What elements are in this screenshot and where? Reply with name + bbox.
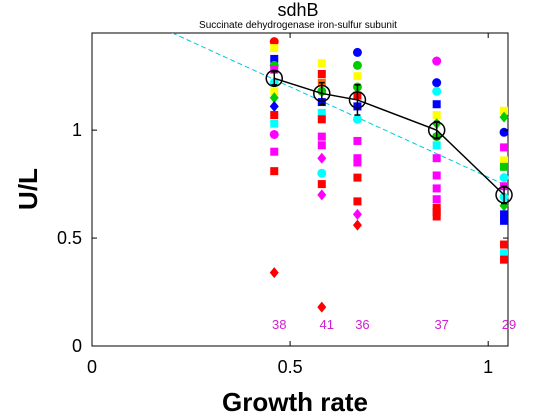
x-tick-label: 0 [87, 357, 97, 377]
sample-count-label: 29 [502, 317, 516, 332]
data-point-square [432, 184, 441, 193]
plot-frame [91, 32, 509, 347]
data-point-square [270, 119, 279, 128]
data-point-circle [317, 168, 327, 178]
sample-count-label: 41 [320, 317, 334, 332]
data-point-square [353, 197, 362, 206]
data-point-square [317, 132, 326, 141]
x-axis-ticks: 0 0.5 1 [87, 33, 493, 377]
y-tick-label: 0.5 [57, 228, 82, 248]
data-point-square [432, 111, 441, 120]
data-point-square [270, 87, 279, 96]
data-point-square [270, 44, 279, 53]
data-point-diamond [317, 189, 327, 201]
data-point-square [500, 106, 509, 115]
data-point-square [432, 208, 441, 217]
data-point-square [500, 162, 509, 171]
x-tick-label: 1 [483, 357, 493, 377]
data-point-square [500, 255, 509, 264]
mean-marker [427, 121, 446, 139]
data-point-square [432, 100, 441, 109]
data-point-circle [269, 37, 279, 47]
data-point-square [317, 59, 326, 68]
y-tick-label: 0 [72, 336, 82, 356]
data-point-square [317, 180, 326, 189]
data-point-circle [432, 86, 442, 96]
data-point-diamond [352, 208, 362, 220]
chart-subtitle: Succinate dehydrogenase iron-sulfur subu… [199, 20, 397, 31]
data-point-square [317, 115, 326, 124]
mean-marker [495, 186, 513, 204]
data-point-circle [269, 129, 279, 139]
data-point-square [432, 203, 441, 212]
data-point-square [353, 72, 362, 81]
data-point-square [432, 154, 441, 163]
y-axis-label: U/L [13, 168, 43, 210]
data-point-square [500, 249, 509, 258]
data-point-square [432, 171, 441, 180]
data-point-diamond [269, 92, 279, 104]
data-point-diamond [317, 152, 327, 164]
data-point-square [500, 143, 509, 152]
data-point-square [353, 158, 362, 167]
data-point-circle [432, 56, 442, 66]
data-point-square [500, 216, 509, 225]
data-point-circle [352, 114, 362, 124]
data-point-circle [352, 60, 362, 70]
mean-line-layer [265, 69, 513, 205]
sample-count-label: 37 [434, 317, 448, 332]
y-tick-label: 1 [72, 120, 82, 140]
data-point-square [270, 147, 279, 156]
data-point-square [432, 141, 441, 150]
x-axis-label: Growth rate [222, 387, 368, 417]
fit-line-layer [171, 33, 508, 187]
data-point-square [353, 154, 362, 163]
sample-count-label: 38 [272, 317, 286, 332]
y-axis-ticks: 00.51 [57, 120, 508, 356]
data-point-diamond [269, 100, 279, 112]
data-point-square [270, 111, 279, 120]
data-point-circle [499, 173, 509, 183]
data-point-square [500, 240, 509, 249]
data-point-square [317, 141, 326, 150]
fit-line [171, 33, 508, 187]
sample-count-label: 36 [355, 317, 369, 332]
data-point-square [353, 173, 362, 182]
data-point-square [317, 70, 326, 79]
plot-area: 38 41 36 37 29 [91, 32, 516, 347]
chart-title: sdhB [277, 0, 318, 20]
data-point-diamond [352, 219, 362, 231]
data-point-square [353, 136, 362, 145]
data-point-square [270, 167, 279, 176]
data-point-square [500, 156, 509, 165]
data-point-circle [432, 78, 442, 88]
mean-marker [348, 91, 367, 109]
x-tick-label: 0.5 [278, 357, 303, 377]
data-point-diamond [317, 301, 327, 313]
mean-marker [313, 84, 331, 103]
mean-marker [265, 69, 283, 88]
data-point-diamond [269, 267, 279, 279]
data-point-square [270, 54, 279, 63]
sample-count-layer: 38 41 36 37 29 [272, 317, 516, 332]
data-point-circle [499, 127, 509, 137]
data-point-square [432, 212, 441, 221]
data-point-circle [352, 47, 362, 57]
data-point-diamond [499, 111, 509, 123]
data-point-square [432, 195, 441, 204]
data-point-square [317, 108, 326, 117]
data-point-square [500, 210, 509, 219]
